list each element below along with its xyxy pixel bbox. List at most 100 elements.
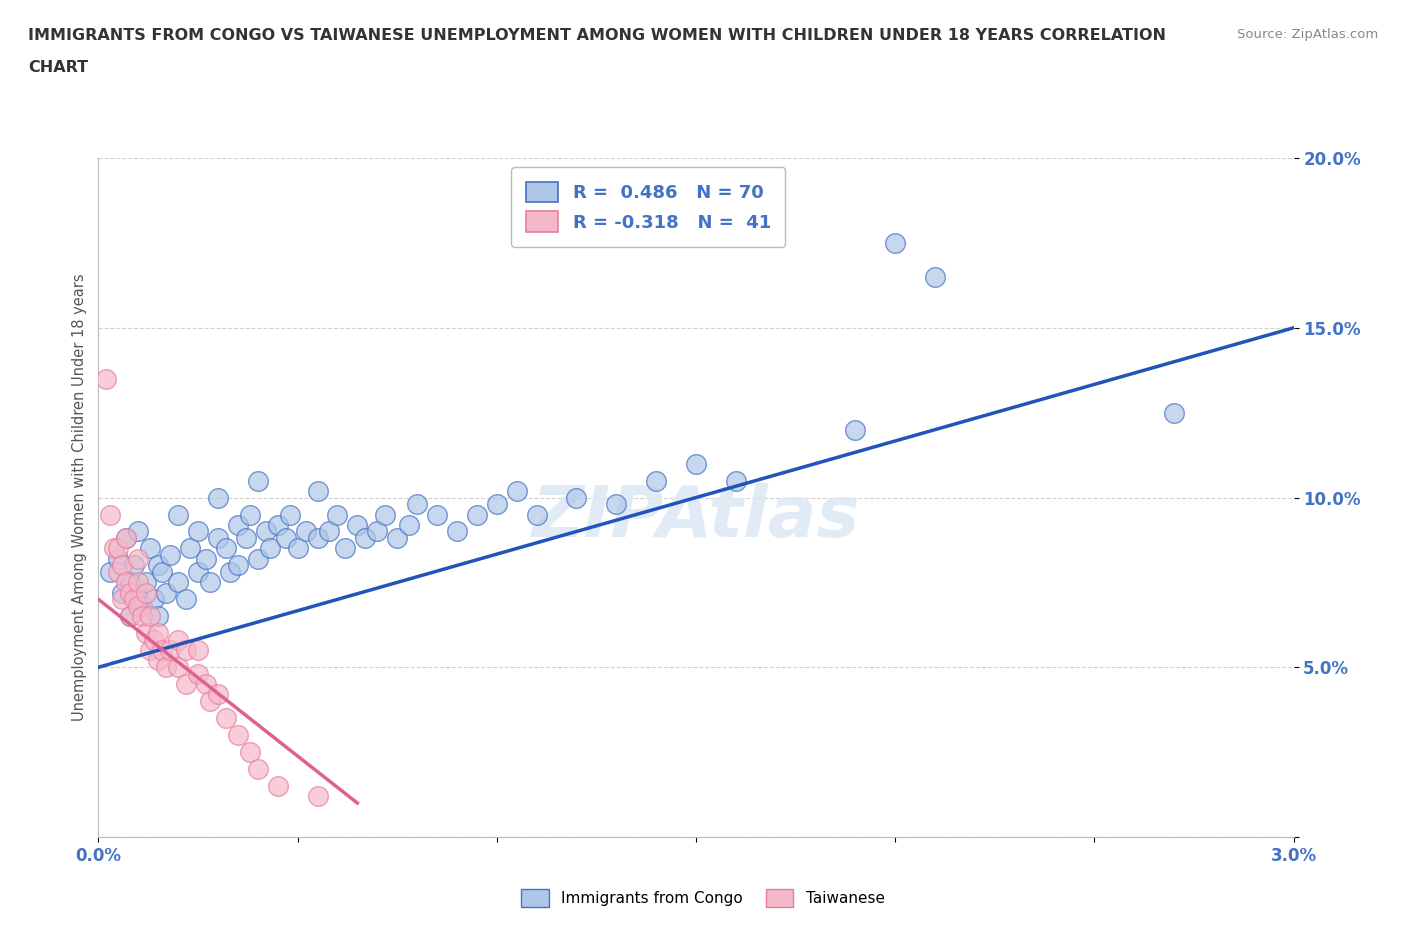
Point bbox=[167, 575, 190, 590]
Point bbox=[307, 484, 329, 498]
Point bbox=[139, 541, 162, 556]
Point bbox=[246, 473, 269, 488]
Point bbox=[187, 667, 209, 682]
Point bbox=[398, 517, 420, 532]
Point bbox=[150, 565, 173, 579]
Point bbox=[446, 525, 468, 539]
Point bbox=[226, 558, 249, 573]
Point bbox=[111, 558, 134, 573]
Point bbox=[318, 525, 340, 539]
Point bbox=[120, 575, 142, 590]
Point bbox=[267, 517, 290, 532]
Point bbox=[107, 565, 129, 579]
Point bbox=[307, 789, 329, 804]
Legend: R =  0.486   N = 70, R = -0.318   N =  41: R = 0.486 N = 70, R = -0.318 N = 41 bbox=[512, 167, 785, 246]
Point bbox=[127, 525, 149, 539]
Point bbox=[174, 643, 197, 658]
Point bbox=[155, 585, 177, 600]
Point bbox=[326, 507, 349, 522]
Point bbox=[103, 541, 125, 556]
Point bbox=[246, 762, 269, 777]
Point bbox=[148, 558, 170, 573]
Point bbox=[159, 548, 181, 563]
Point bbox=[207, 687, 229, 702]
Point bbox=[131, 609, 153, 624]
Point bbox=[226, 517, 249, 532]
Point bbox=[605, 497, 627, 512]
Point bbox=[135, 585, 157, 600]
Point bbox=[844, 422, 866, 437]
Text: ZIPAtlas: ZIPAtlas bbox=[531, 484, 860, 552]
Text: CHART: CHART bbox=[28, 60, 89, 75]
Point bbox=[485, 497, 508, 512]
Point bbox=[267, 778, 290, 793]
Point bbox=[335, 541, 357, 556]
Point bbox=[120, 609, 142, 624]
Point bbox=[385, 531, 409, 546]
Point bbox=[187, 525, 209, 539]
Point bbox=[98, 565, 122, 579]
Point bbox=[159, 643, 181, 658]
Point bbox=[506, 484, 529, 498]
Point bbox=[148, 626, 170, 641]
Text: IMMIGRANTS FROM CONGO VS TAIWANESE UNEMPLOYMENT AMONG WOMEN WITH CHILDREN UNDER : IMMIGRANTS FROM CONGO VS TAIWANESE UNEMP… bbox=[28, 28, 1166, 43]
Point bbox=[135, 575, 157, 590]
Point bbox=[215, 711, 238, 725]
Point bbox=[124, 592, 146, 607]
Point bbox=[148, 653, 170, 668]
Point bbox=[426, 507, 449, 522]
Point bbox=[150, 643, 173, 658]
Point bbox=[127, 592, 149, 607]
Point bbox=[139, 643, 162, 658]
Point bbox=[111, 585, 134, 600]
Point bbox=[98, 507, 122, 522]
Point bbox=[187, 643, 209, 658]
Point bbox=[294, 525, 316, 539]
Point bbox=[115, 531, 138, 546]
Point bbox=[239, 745, 262, 760]
Point bbox=[207, 490, 229, 505]
Point bbox=[565, 490, 588, 505]
Point bbox=[143, 592, 166, 607]
Point bbox=[120, 585, 142, 600]
Point bbox=[131, 599, 153, 614]
Point bbox=[107, 551, 129, 566]
Point bbox=[115, 575, 138, 590]
Point bbox=[174, 677, 197, 692]
Point bbox=[278, 507, 301, 522]
Point bbox=[179, 541, 201, 556]
Point bbox=[187, 565, 209, 579]
Point bbox=[219, 565, 242, 579]
Point bbox=[307, 531, 329, 546]
Point bbox=[143, 632, 166, 647]
Point bbox=[120, 609, 142, 624]
Point bbox=[346, 517, 368, 532]
Text: Source: ZipAtlas.com: Source: ZipAtlas.com bbox=[1237, 28, 1378, 41]
Point bbox=[135, 626, 157, 641]
Point bbox=[354, 531, 377, 546]
Point bbox=[645, 473, 668, 488]
Point bbox=[198, 575, 221, 590]
Point bbox=[207, 531, 229, 546]
Point bbox=[194, 677, 218, 692]
Point bbox=[107, 541, 129, 556]
Point bbox=[194, 551, 218, 566]
Point bbox=[274, 531, 297, 546]
Point bbox=[924, 270, 946, 285]
Point bbox=[685, 457, 707, 472]
Point bbox=[406, 497, 429, 512]
Point bbox=[374, 507, 396, 522]
Point bbox=[724, 473, 747, 488]
Point bbox=[526, 507, 548, 522]
Legend: Immigrants from Congo, Taiwanese: Immigrants from Congo, Taiwanese bbox=[516, 884, 890, 913]
Point bbox=[155, 660, 177, 675]
Point bbox=[239, 507, 262, 522]
Point bbox=[287, 541, 309, 556]
Point bbox=[115, 531, 138, 546]
Point bbox=[167, 632, 190, 647]
Point bbox=[198, 694, 221, 709]
Point bbox=[1163, 405, 1185, 420]
Point bbox=[174, 592, 197, 607]
Point bbox=[127, 551, 149, 566]
Point bbox=[254, 525, 277, 539]
